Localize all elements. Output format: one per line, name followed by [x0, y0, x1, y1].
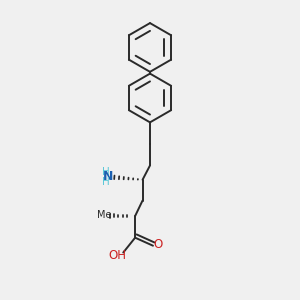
Text: H: H: [101, 167, 109, 177]
Text: H: H: [101, 176, 109, 187]
Text: Me: Me: [97, 210, 112, 220]
Text: O: O: [154, 238, 163, 251]
Text: N: N: [103, 170, 113, 183]
Text: OH: OH: [108, 249, 126, 262]
